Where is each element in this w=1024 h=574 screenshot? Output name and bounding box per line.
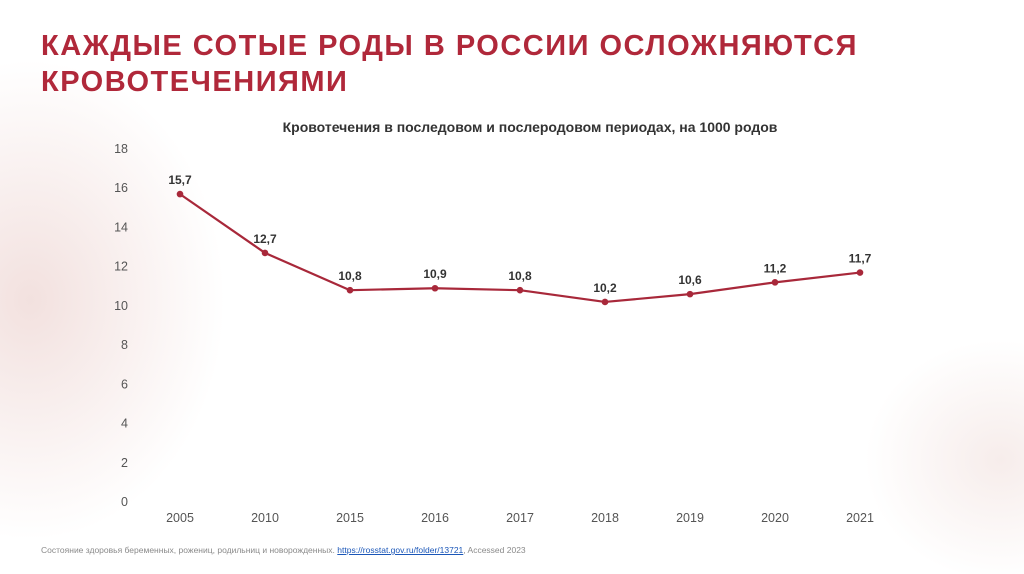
data-point [176, 190, 184, 198]
y-tick-label: 18 [114, 142, 128, 156]
y-tick-label: 16 [114, 181, 128, 195]
data-point [261, 249, 269, 257]
data-point [516, 286, 524, 294]
data-point [346, 286, 354, 294]
x-tick-label: 2010 [251, 511, 279, 525]
data-label: 11,2 [764, 261, 787, 275]
series-line [179, 193, 861, 304]
y-tick-label: 8 [121, 338, 128, 352]
source-suffix: , Accessed 2023 [463, 545, 526, 555]
y-tick-label: 12 [114, 260, 128, 274]
y-tick-label: 4 [121, 417, 128, 431]
data-label: 10,8 [338, 269, 362, 283]
y-tick-label: 6 [121, 377, 128, 391]
source-text: Состояние здоровья беременных, рожениц, … [41, 545, 335, 555]
data-label: 11,7 [849, 252, 872, 266]
x-tick-label: 2015 [336, 511, 364, 525]
data-label: 10,8 [508, 269, 532, 283]
x-tick-label: 2017 [506, 511, 534, 525]
x-tick-label: 2021 [846, 511, 874, 525]
source-note: Состояние здоровья беременных, рожениц, … [41, 545, 941, 555]
y-tick-label: 10 [114, 299, 128, 313]
y-tick-label: 2 [121, 456, 128, 470]
data-label: 10,2 [593, 281, 617, 295]
x-tick-label: 2018 [591, 511, 619, 525]
data-point [431, 284, 439, 292]
x-tick-label: 2016 [421, 511, 449, 525]
data-point [856, 269, 864, 276]
chart-title: Кровотечения в последовом и послеродовом… [282, 119, 778, 135]
data-label: 10,9 [423, 267, 447, 281]
x-tick-label: 2019 [676, 511, 704, 525]
data-point [601, 298, 609, 306]
y-tick-label: 14 [114, 220, 128, 234]
data-label: 12,7 [253, 232, 277, 246]
slide-title: КАЖДЫЕ СОТЫЕ РОДЫ В РОССИИ ОСЛОЖНЯЮТСЯ К… [41, 30, 858, 98]
data-point [686, 290, 694, 298]
data-label: 15,7 [168, 173, 192, 187]
x-tick-label: 2005 [166, 511, 194, 525]
y-tick-label: 0 [121, 495, 128, 509]
data-label: 10,6 [678, 273, 702, 287]
source-link[interactable]: https://rosstat.gov.ru/folder/13721 [337, 545, 464, 555]
x-tick-label: 2020 [761, 511, 789, 525]
data-point [771, 279, 779, 286]
